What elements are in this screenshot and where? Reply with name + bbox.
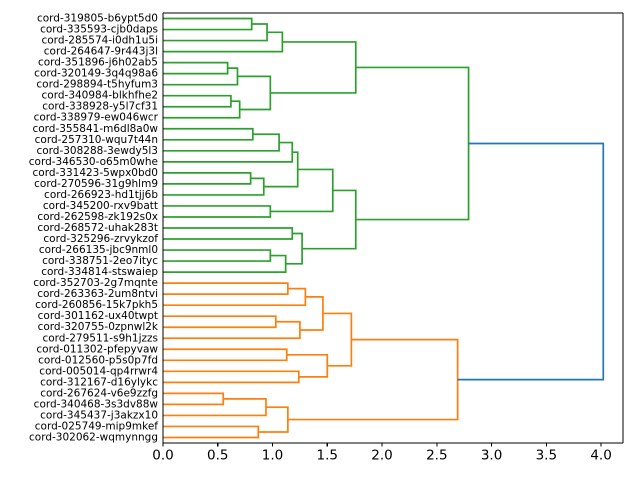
- dendrogram-link: [163, 425, 260, 439]
- leaf-label: cord-319805-b6ypt5d0: [37, 13, 158, 25]
- dendrogram-link: [163, 61, 229, 75]
- dendrogram-link: [163, 370, 300, 384]
- dendrogram-link: [285, 232, 303, 265]
- dendrogram-link: [163, 17, 253, 31]
- x-tick-label: 3.0: [481, 448, 502, 464]
- dendrogram-link: [270, 168, 334, 213]
- leaf-label: cord-262598-zk192s0x: [37, 211, 158, 223]
- dendrogram-link: [163, 348, 288, 362]
- leaf-label: cord-298894-t5hyfum3: [36, 79, 158, 91]
- x-tick-label: 1.0: [262, 448, 283, 464]
- leaf-label-list: cord-319805-b6ypt5d0cord-335593-cjb0daps…: [29, 13, 159, 444]
- x-axis-ticks: 0.0 0.5 1.0 1.5 2.0 2.5 3.0 3.5 4.0: [152, 443, 612, 464]
- leaf-label: cord-263363-2um8ntvi: [37, 288, 158, 300]
- x-tick-label: 4.0: [590, 448, 611, 464]
- dendrogram-link: [163, 282, 289, 296]
- x-tick-label: 0.5: [207, 448, 228, 464]
- leaf-label: cord-345437-j3akzx10: [40, 409, 158, 421]
- leaf-label: cord-355841-m6dl8a0w: [32, 123, 158, 135]
- leaf-label: cord-340984-blkhfhe2: [42, 90, 158, 102]
- dendrogram-link: [163, 227, 294, 240]
- leaf-label: cord-345200-rxv9batt: [43, 200, 158, 212]
- dendrogram-link: [299, 296, 324, 331]
- leaf-label: cord-308288-3ewdy5l3: [36, 145, 158, 157]
- dendrogram-link: [163, 392, 225, 406]
- dendrogram-link: [163, 287, 307, 307]
- x-tick-label: 3.5: [536, 448, 557, 464]
- leaf-label: cord-351896-j6h02ab5: [38, 57, 158, 69]
- leaf-label: cord-312167-d16ylykc: [40, 376, 158, 388]
- dendrogram-link: [286, 353, 329, 378]
- dendrogram-link: [163, 133, 280, 152]
- leaf-label: cord-266923-hd1tjj6b: [44, 189, 158, 201]
- dendrogram-link: [163, 31, 284, 53]
- leaf-label: cord-352703-2g7mqnte: [33, 277, 158, 289]
- leaf-label: cord-325296-zrvykzof: [43, 233, 158, 245]
- dendrogram-link: [287, 338, 459, 421]
- leaf-label: cord-301162-ux40twpt: [38, 310, 158, 322]
- dendrogram-link: [263, 151, 299, 188]
- leaf-label: cord-279511-s9h1jzzs: [42, 332, 158, 344]
- dendrogram-link: [457, 142, 605, 381]
- leaf-label: cord-320755-0zpnwl2k: [38, 321, 159, 333]
- leaf-label: cord-264647-9r443j3l: [44, 46, 158, 58]
- leaf-label: cord-012560-p5s0p7fd: [38, 354, 158, 366]
- leaf-label: cord-340468-3s3dv88w: [34, 398, 159, 410]
- leaf-label: cord-338928-y5l7cf31: [42, 101, 158, 113]
- x-tick-label: 2.0: [371, 448, 392, 464]
- leaf-label: cord-257310-wqu7t44n: [35, 134, 158, 146]
- dendrogram-link: [163, 315, 277, 329]
- leaf-label: cord-266135-jbc9nml0: [39, 244, 158, 256]
- dendrogram-link: [163, 205, 272, 218]
- dendrogram-link: [163, 100, 241, 119]
- dendrogram-links: [163, 17, 605, 439]
- dendrogram-link: [163, 177, 265, 196]
- x-tick-label: 1.5: [317, 448, 338, 464]
- leaf-label: cord-267624-v6e9zzfg: [40, 387, 158, 399]
- leaf-label: cord-334814-stswaiep: [41, 266, 158, 278]
- leaf-label: cord-025749-mip9mkef: [35, 420, 159, 432]
- dendrogram-link: [258, 406, 289, 433]
- leaf-label: cord-260856-15k7pkh5: [35, 299, 158, 311]
- dendrogram-link: [355, 66, 470, 221]
- x-tick-label: 0.0: [152, 448, 173, 464]
- leaf-label: cord-346530-o65m0whe: [29, 156, 158, 168]
- dendrogram-link: [163, 254, 287, 273]
- dendrogram-link: [163, 141, 294, 163]
- leaf-label: cord-011302-pfepyvaw: [36, 343, 158, 355]
- leaf-label: cord-270596-31g9hlm9: [34, 178, 158, 190]
- dendrogram-link: [163, 127, 254, 141]
- leaf-label: cord-338979-ew046wcr: [34, 112, 159, 124]
- leaf-label: cord-335593-cjb0daps: [40, 24, 158, 36]
- dendrogram-link: [163, 249, 272, 262]
- leaf-label: cord-331423-5wpx0bd0: [33, 167, 159, 179]
- leaf-label: cord-285574-i0dh1u5i: [41, 35, 158, 47]
- dendrogram-link: [302, 189, 357, 250]
- leaf-label: cord-338751-2eo7ityc: [42, 255, 158, 267]
- dendrogram-link: [163, 172, 252, 185]
- leaf-label: cord-302062-wqmynngg: [29, 431, 158, 443]
- dendrogram-link: [163, 398, 267, 417]
- leaf-label: cord-268572-uhak283t: [37, 222, 158, 234]
- dendrogram-link: [163, 320, 301, 340]
- dendrogram-link: [163, 94, 232, 108]
- x-tick-label: 2.5: [426, 448, 447, 464]
- leaf-label: cord-320149-3q4q98a6: [34, 68, 158, 80]
- dendrogram-link: [163, 67, 239, 86]
- dendrogram-link: [237, 75, 272, 111]
- leaf-label: cord-005014-qp4rrwr4: [39, 365, 158, 377]
